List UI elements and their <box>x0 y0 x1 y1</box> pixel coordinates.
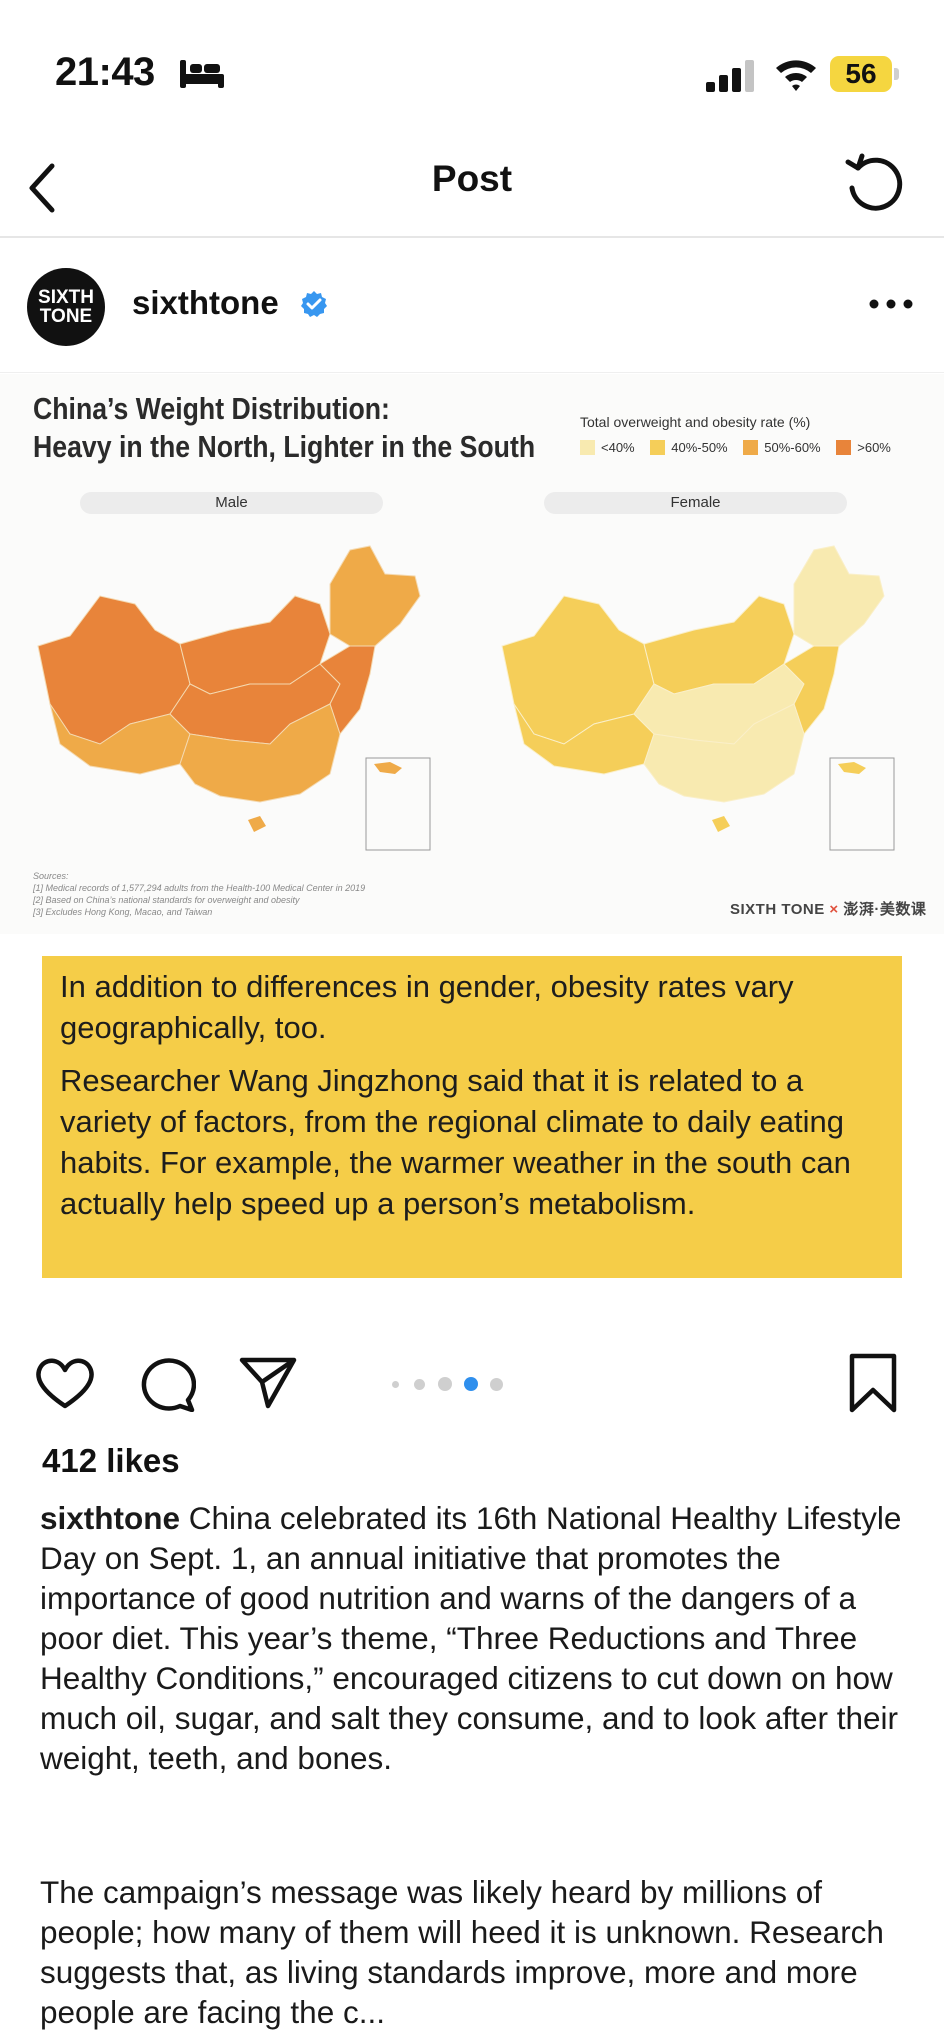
map-region-east <box>783 645 840 736</box>
wifi-icon <box>776 60 816 91</box>
post-image[interactable]: China’s Weight Distribution: Heavy in th… <box>0 374 944 1304</box>
post-caption: sixthtone China celebrated its 16th Nati… <box>40 1498 920 1778</box>
action-bar <box>0 1340 944 1424</box>
legend-item: 40%-50% <box>650 440 728 455</box>
avatar-text-line1: SIXTH <box>38 287 94 308</box>
caption-text: China celebrated its 16th National Healt… <box>40 1500 902 1776</box>
bookmark-icon[interactable] <box>846 1352 900 1414</box>
carousel-dot-active <box>464 1377 478 1391</box>
refresh-icon[interactable] <box>842 152 906 216</box>
infographic: China’s Weight Distribution: Heavy in th… <box>0 374 944 934</box>
carousel-dot <box>392 1381 399 1388</box>
legend-swatch <box>743 440 759 455</box>
legend-swatch <box>650 440 666 455</box>
status-bar: 21:43 56 <box>0 0 944 150</box>
cellular-signal-icon <box>706 60 754 92</box>
map-region-south <box>643 703 805 803</box>
map-label-male: Male <box>80 492 383 514</box>
callout-paragraph-2: Researcher Wang Jingzhong said that it i… <box>60 1063 851 1221</box>
post-caption-continued: The campaign’s message was likely heard … <box>40 1874 884 2030</box>
map-region-northeast <box>793 545 885 647</box>
status-time: 21:43 <box>55 50 155 94</box>
legend-item: >60% <box>836 440 891 455</box>
carousel-dot <box>490 1378 503 1391</box>
bed-icon <box>180 60 224 88</box>
callout-box: In addition to differences in gender, ob… <box>42 956 902 1278</box>
legend-title: Total overweight and obesity rate (%) <box>580 414 811 430</box>
likes-count[interactable]: 412 likes <box>42 1442 180 1479</box>
legend-item: 50%-60% <box>743 440 821 455</box>
avatar-text-line2: TONE <box>39 306 93 327</box>
legend-swatch <box>580 440 595 455</box>
post-username[interactable]: sixthtone <box>132 284 279 321</box>
carousel-dot <box>414 1379 425 1390</box>
legend-swatch <box>836 440 852 455</box>
comment-icon[interactable] <box>136 1354 196 1412</box>
battery-icon: 56 <box>830 56 900 92</box>
back-button[interactable] <box>20 156 70 216</box>
map-region-hainan <box>712 816 730 832</box>
share-icon[interactable] <box>238 1352 298 1412</box>
caption-username[interactable]: sixthtone <box>40 1500 181 1536</box>
sources: Sources: [1] Medical records of 1,577,29… <box>33 871 366 917</box>
infographic-title-line1: China’s Weight Distribution: <box>33 391 390 426</box>
map-region-northeast <box>329 545 421 647</box>
post-header: SIXTH TONE sixthtone <box>0 238 944 373</box>
nav-bar: Post <box>0 150 944 238</box>
infographic-title: China’s Weight Distribution: Heavy in th… <box>33 390 535 466</box>
carousel-dot <box>438 1377 452 1391</box>
battery-level: 56 <box>830 56 892 92</box>
map-label-female: Female <box>544 492 847 514</box>
legend-item: <40% <box>580 440 635 455</box>
page-title: Post <box>431 158 513 199</box>
map-region-east <box>319 645 376 736</box>
infographic-title-line2: Heavy in the North, Lighter in the South <box>33 429 536 464</box>
female-map <box>501 545 895 851</box>
more-options-icon[interactable] <box>868 294 914 314</box>
map-region-south <box>179 703 341 803</box>
male-map <box>37 545 431 851</box>
callout-paragraph-1: In addition to differences in gender, ob… <box>60 969 794 1045</box>
brand-credit: SIXTH TONE × 澎湃·美数课 <box>730 901 927 918</box>
heart-icon[interactable] <box>34 1354 96 1412</box>
legend: <40% 40%-50% 50%-60% >60% <box>580 440 903 455</box>
map-region-hainan <box>248 816 266 832</box>
avatar[interactable]: SIXTH TONE <box>27 268 105 346</box>
verified-badge-icon <box>301 291 327 317</box>
